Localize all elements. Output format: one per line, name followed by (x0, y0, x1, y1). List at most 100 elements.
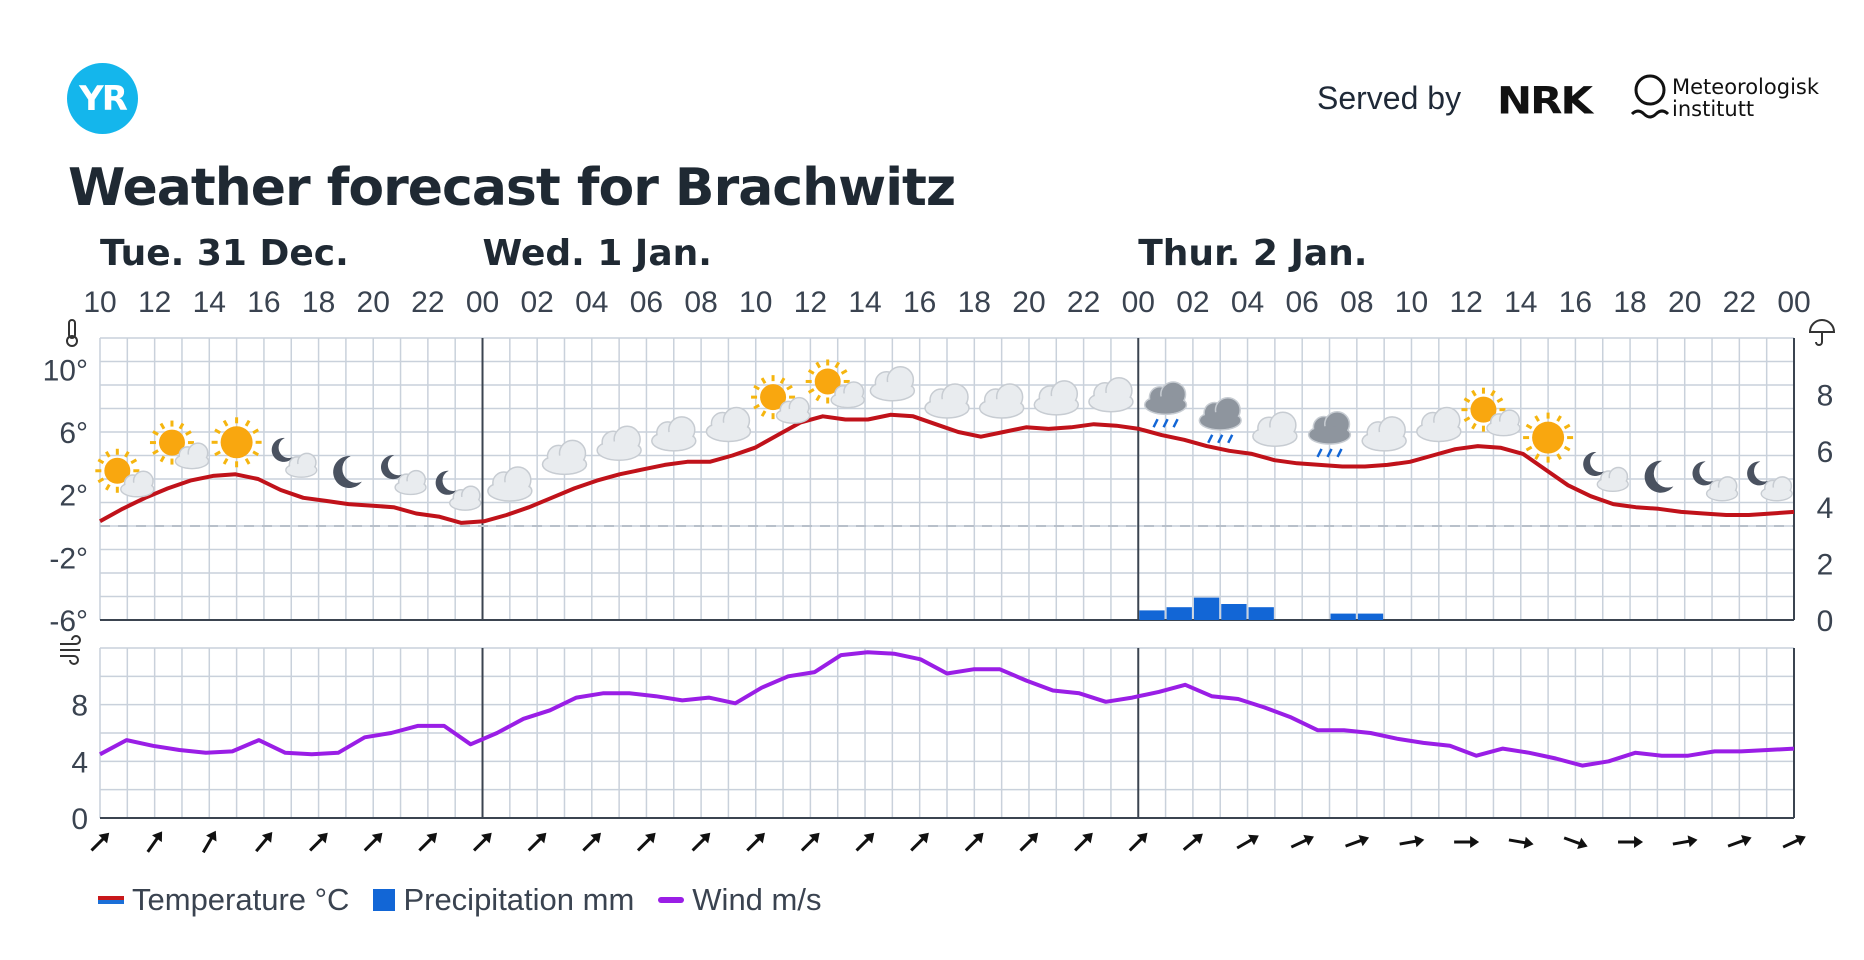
hour-tick-label: 18 (958, 286, 991, 319)
arrow-head (371, 832, 383, 844)
legend-wind-label: Wind m/s (692, 882, 822, 917)
wind-direction-arrow-icon (309, 832, 328, 852)
rain-drop (1217, 434, 1224, 444)
arrow-head (1741, 834, 1752, 847)
cloud-icon (1416, 406, 1462, 443)
day-label: Wed. 1 Jan. (483, 233, 712, 274)
cloud-fill (777, 408, 809, 423)
arrow-head (1470, 836, 1480, 848)
hour-tick-label: 00 (1122, 286, 1155, 319)
precipitation-tick-label: 0 (1817, 605, 1834, 638)
sun-ray (786, 384, 793, 391)
rain-drop (1336, 448, 1343, 458)
sun-disc (760, 384, 787, 411)
temperature-tick-label: 6° (59, 417, 88, 450)
hour-tick-label: 14 (848, 286, 881, 319)
cloud-icon (1088, 376, 1134, 413)
hour-tick-label: 20 (1668, 286, 1701, 319)
sun-ray (1534, 415, 1540, 422)
sun-ray (214, 450, 221, 457)
sun-ray (1556, 453, 1562, 461)
sun-ray (1534, 453, 1540, 461)
sun-disc (104, 457, 131, 484)
wind-direction-arrow-icon (1182, 833, 1203, 851)
arrow-head (863, 832, 875, 844)
hour-tick-label: 04 (575, 286, 608, 319)
yr-logo: YR (67, 63, 138, 134)
sun-cloud-icon (1461, 387, 1521, 437)
hour-tick-label: 20 (357, 286, 390, 319)
arrow-head (645, 832, 656, 844)
arrow-head (426, 832, 438, 844)
hour-tick-label: 04 (1231, 286, 1264, 319)
wind-direction-arrow-icon (636, 832, 656, 852)
sun-ray (178, 422, 185, 430)
wind-direction-arrow-icon (1290, 834, 1314, 849)
arrow-head (754, 832, 765, 844)
cloud-icon (487, 466, 533, 502)
cloud-icon (651, 416, 697, 452)
moon-shape (1692, 461, 1715, 486)
sun-ray (222, 419, 229, 427)
precipitation-bar (1193, 597, 1220, 620)
sun-ray (152, 430, 159, 436)
sun-ray (159, 455, 166, 463)
arrow-head (972, 832, 984, 844)
thermometer-bulb (66, 335, 78, 347)
wind-direction-arrow-icon (201, 830, 217, 854)
sun-ray (815, 361, 822, 369)
precipitation-bar (1139, 610, 1165, 620)
moon-shape (380, 455, 403, 480)
cloud-fill (598, 441, 641, 460)
sun-ray (97, 477, 105, 484)
precipitation-bar (1221, 604, 1247, 620)
wind-direction-arrow-icon (90, 832, 110, 852)
sun-disc (814, 368, 841, 395)
cloud-fill (831, 393, 864, 407)
hour-tick-label: 14 (193, 286, 226, 319)
sun-ray (1525, 445, 1533, 452)
sun-ray (753, 384, 760, 391)
moon-shape (435, 470, 458, 495)
sun-ray (760, 377, 767, 385)
sun-ray (159, 422, 166, 430)
wind-swatch (658, 897, 685, 903)
wind-direction-arrow-icon (1454, 836, 1480, 848)
nrk-logo: NRK (1497, 78, 1593, 123)
sun-ray (1463, 397, 1471, 403)
wind-direction-arrow-icon (855, 832, 875, 852)
wind-direction-arrow-icon (1019, 832, 1039, 852)
cloud-icon (1033, 380, 1080, 416)
moon-cloud-icon (1747, 461, 1793, 502)
hour-tick-label: 02 (520, 286, 553, 319)
sun-disc (158, 429, 185, 456)
sun-ray (222, 458, 229, 465)
arrow-head (1082, 832, 1093, 844)
sun-ray (1525, 423, 1533, 430)
sun-ray (760, 410, 767, 417)
wind-direction-arrow-icon (746, 832, 765, 852)
sun-ray (214, 428, 221, 435)
hour-tick-label: 22 (411, 286, 444, 319)
temperature-tick-label: 10° (43, 354, 88, 387)
wind-direction-arrow-icon (1618, 836, 1644, 848)
arrow-head (317, 832, 328, 844)
cloud-icon (869, 366, 916, 402)
precipitation-bar (1166, 607, 1192, 620)
rain-drop (1326, 448, 1333, 458)
hour-tick-label: 06 (1286, 286, 1319, 319)
served-by-label: Served by (1317, 80, 1462, 116)
hour-tick-label: 08 (1340, 286, 1373, 319)
thermometer-icon (66, 319, 78, 347)
day-label: Tue. 31 Dec. (100, 233, 349, 274)
hour-tick-label: 14 (1504, 286, 1537, 319)
met-institutt-logo-text: Meteorologisk institutt (1672, 76, 1819, 120)
arrow-head (1027, 832, 1039, 844)
wind-direction-arrow-icon (418, 832, 438, 852)
arrow-head (1136, 832, 1148, 844)
arrow-head (535, 832, 547, 844)
hour-tick-label: 02 (1176, 286, 1209, 319)
hour-tick-label: 16 (247, 286, 280, 319)
arrow-head (808, 832, 820, 844)
hour-tick-label: 00 (1777, 286, 1810, 319)
